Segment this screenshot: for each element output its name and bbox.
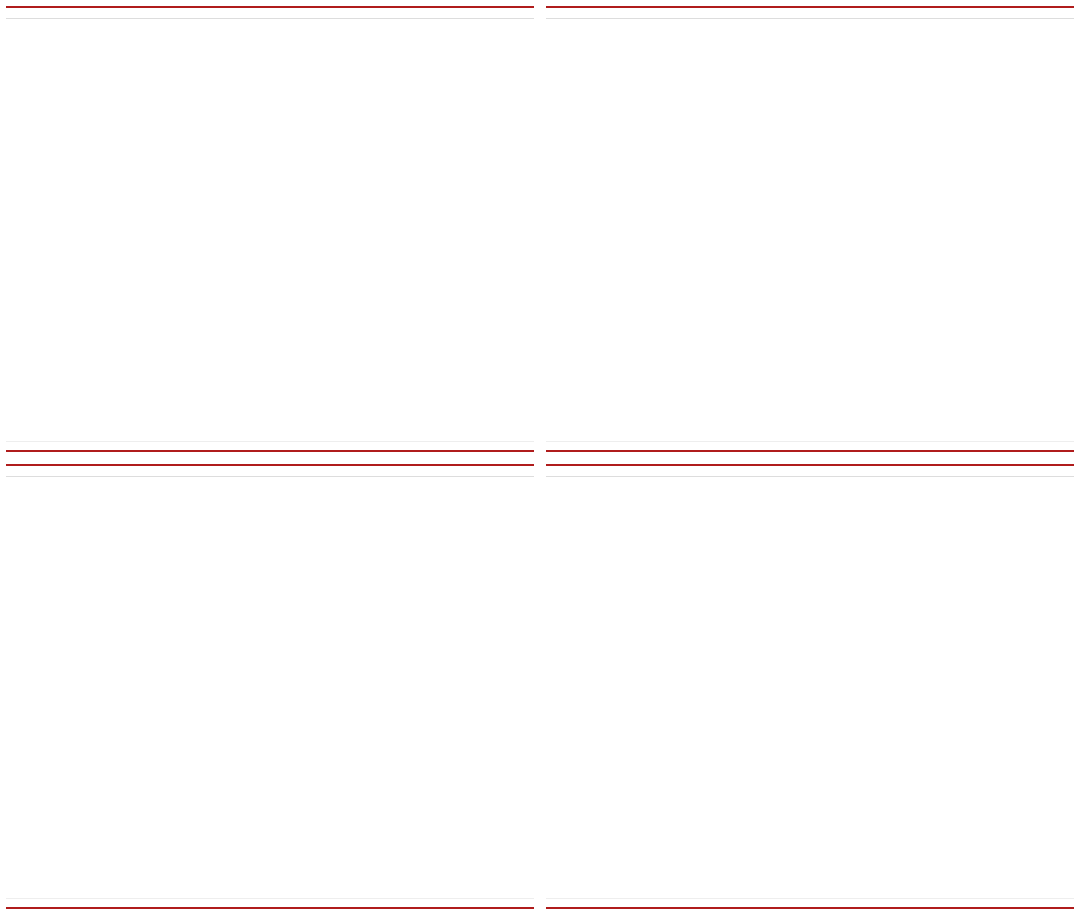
chart-title [6,8,534,19]
chart-title [546,466,1074,477]
chart-title [546,8,1074,19]
chart-panel-82 [546,6,1074,452]
chart-panel-81 [6,6,534,452]
chart-area-81 [6,19,534,441]
chart-panel-83 [6,464,534,910]
chart-panel-84 [546,464,1074,910]
chart-source [546,441,1074,450]
chart-area-83 [6,477,534,899]
chart-area-84 [546,477,1074,899]
chart-title [6,466,534,477]
chart-source [6,898,534,907]
chart-area-82 [546,19,1074,441]
chart-source [546,898,1074,907]
chart-source [6,441,534,450]
